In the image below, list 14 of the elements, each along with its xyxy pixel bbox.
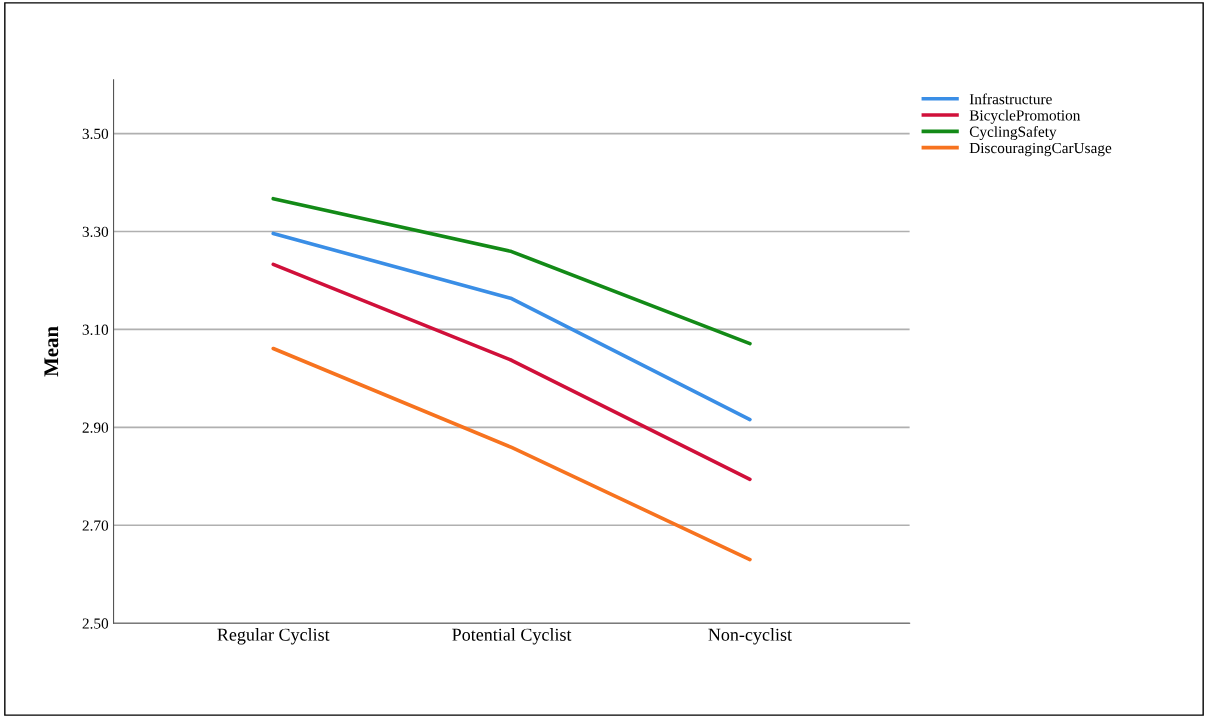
y-tick-label: 2.50 bbox=[82, 618, 109, 629]
legend-label: CyclingSafety bbox=[969, 125, 1057, 141]
legend-label: Infrastructure bbox=[969, 93, 1052, 105]
x-tick-label: Non-cyclist bbox=[708, 628, 792, 645]
y-tick-label: 3.10 bbox=[82, 324, 109, 335]
x-tick-label: Regular Cyclist bbox=[217, 628, 330, 645]
x-tick-label: Potential Cyclist bbox=[452, 628, 572, 645]
y-tick-label: 2.90 bbox=[82, 422, 109, 433]
y-tick-label: 2.70 bbox=[82, 520, 109, 531]
y-tick-label: 3.30 bbox=[82, 226, 109, 238]
legend-label: BicyclePromotion bbox=[969, 109, 1081, 124]
y-tick-label: 3.50 bbox=[82, 128, 109, 140]
legend-label: DiscouragingCarUsage bbox=[969, 142, 1112, 157]
y-axis-title: Mean bbox=[44, 326, 59, 377]
